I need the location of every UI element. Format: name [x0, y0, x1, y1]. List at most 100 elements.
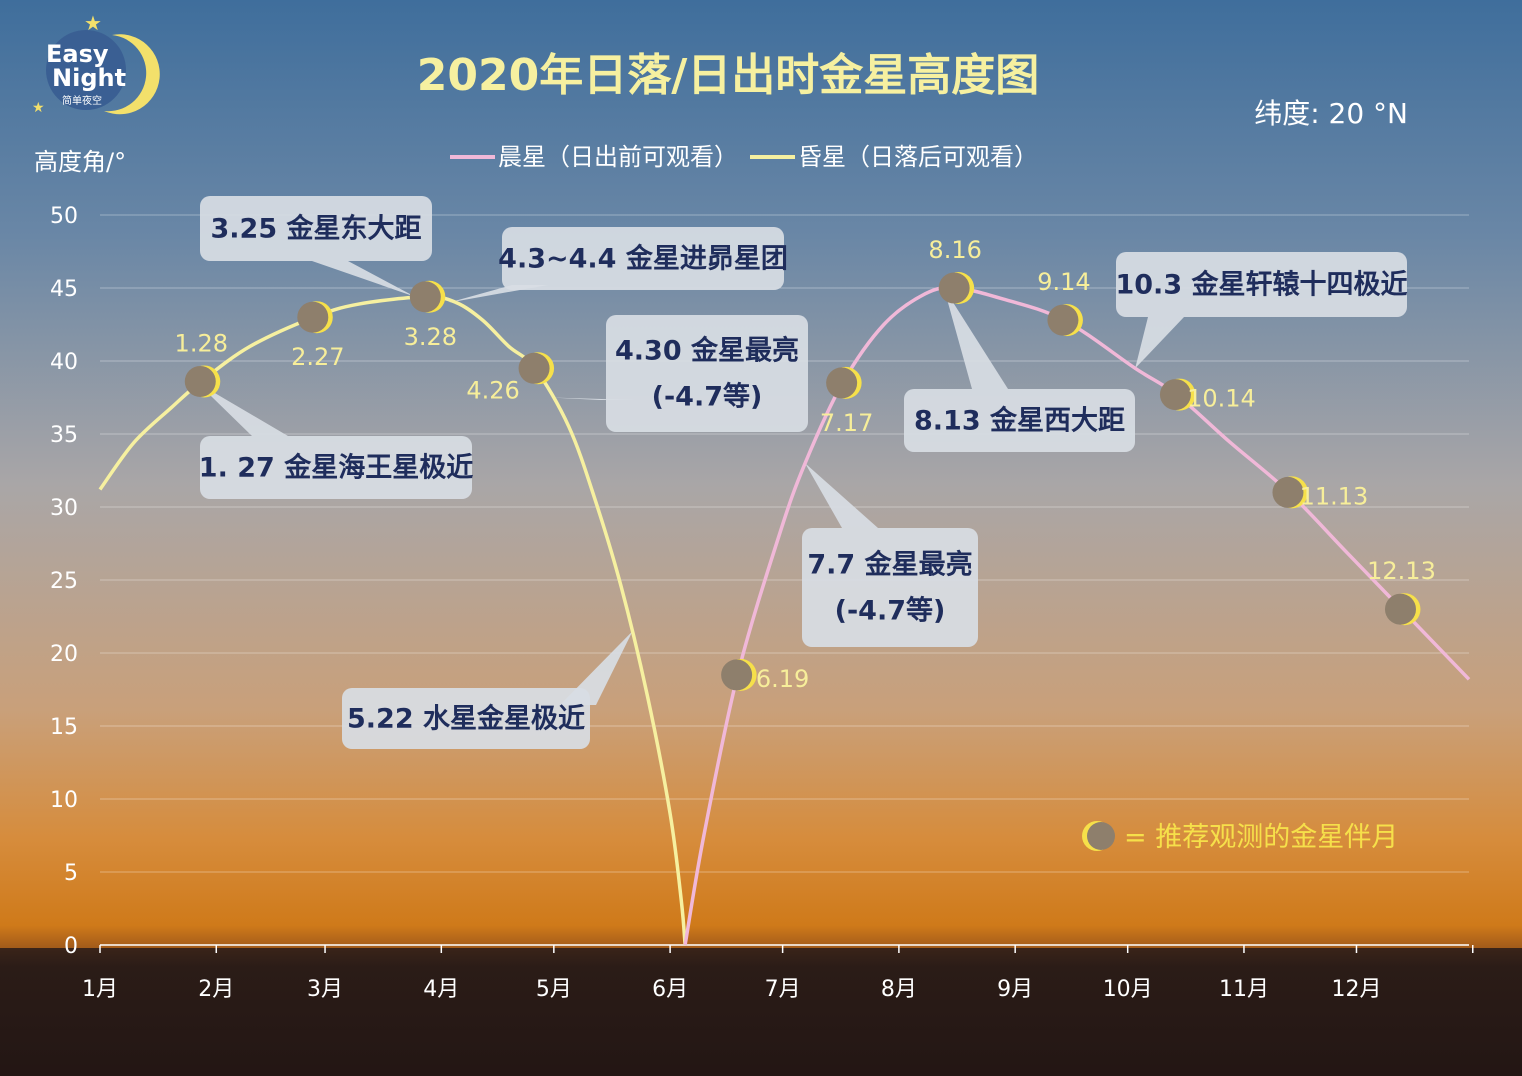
- x-tick-label: 4月: [423, 977, 459, 1002]
- moon-disk-icon: [1047, 304, 1079, 336]
- moon-date-label: 12.13: [1367, 557, 1436, 585]
- moon-marker: 6.19: [721, 658, 809, 693]
- moon-marker: 3.28: [404, 280, 457, 351]
- moon-legend-text: = 推荐观测的金星伴月: [1124, 822, 1398, 853]
- annotation-box: [342, 688, 590, 749]
- x-tick-label: 6月: [652, 977, 688, 1002]
- legend-morning-label: 晨星（日出前可观看）: [498, 143, 738, 171]
- moon-legend-note: = 推荐观测的金星伴月: [1082, 821, 1398, 853]
- x-tick-label: 7月: [765, 977, 801, 1002]
- star-icon: ★: [84, 11, 102, 35]
- x-tick-label: 5月: [536, 977, 572, 1002]
- moon-marker: 4.26: [466, 352, 555, 404]
- y-axis-label: 高度角/°: [34, 148, 126, 176]
- moon-date-label: 3.28: [404, 323, 457, 351]
- moon-disk-icon: [938, 272, 970, 304]
- moon-disk-icon: [1272, 476, 1304, 508]
- annotation-pointer: [943, 288, 1008, 389]
- moon-date-label: 2.27: [291, 343, 344, 371]
- easy-night-logo: Easy Night 简单夜空 ★ ★: [32, 11, 160, 116]
- x-axis: 1月 2月 3月 4月 5月 6月 7月 8月 9月 10月 11月 12月: [82, 944, 1474, 1002]
- moon-disk-icon: [1087, 822, 1115, 850]
- annotation-text: 8.13 金星西大距: [914, 405, 1125, 437]
- y-tick-label: 50: [50, 204, 78, 229]
- moon-marker: 11.13: [1272, 476, 1368, 510]
- moon-date-label: 11.13: [1300, 482, 1369, 510]
- moon-disk-icon: [184, 365, 216, 397]
- annotation-text: 3.25 金星东大距: [210, 213, 421, 245]
- annotation-box: [502, 227, 784, 290]
- annotation-box: [606, 315, 808, 432]
- annotation-callout: 4.30 金星最亮 (-4.7等): [606, 315, 808, 432]
- moon-marker: 9.14: [1037, 268, 1091, 337]
- moon-disk-icon: [721, 659, 753, 691]
- annotation-pointer: [1135, 317, 1184, 369]
- annotation-text: 4.30 金星最亮: [615, 335, 799, 367]
- logo-sub: 简单夜空: [62, 94, 102, 107]
- moon-marker: 10.14: [1159, 378, 1256, 413]
- annotation-box: [200, 196, 432, 261]
- annotation-box: [904, 389, 1135, 452]
- moon-date-label: 8.16: [928, 236, 981, 264]
- logo-line2: Night: [52, 64, 126, 92]
- moon-marker: 1.28: [175, 329, 228, 398]
- annotation-callout: 3.25 金星东大距: [200, 196, 432, 261]
- annotation-text: 1. 27 金星海王星极近: [199, 452, 473, 484]
- latitude-label: 纬度: 20 °N: [1254, 97, 1408, 130]
- moon-marker: 7.17: [820, 366, 873, 437]
- y-tick-label: 35: [50, 423, 78, 448]
- annotation-text: 4.3~4.4 金星进昴星团: [498, 243, 788, 275]
- annotation-box: [200, 436, 472, 499]
- y-axis: 0 5 10 15 20 25 30 35 40 45 50: [50, 204, 78, 959]
- annotation-callout: 8.13 金星西大距: [904, 389, 1135, 452]
- annotation-box: [1116, 252, 1407, 317]
- annotation-pointer: [312, 261, 416, 297]
- x-tick-label: 2月: [198, 977, 234, 1002]
- moon-disk-icon: [1384, 593, 1416, 625]
- ground-band: [0, 948, 1522, 1076]
- annotation-pointer: [550, 397, 636, 400]
- chart-title: 2020年日落/日出时金星高度图: [417, 50, 1040, 101]
- moon-disk-icon: [518, 352, 550, 384]
- y-tick-label: 10: [50, 788, 78, 813]
- annotation-text: 7.7 金星最亮: [807, 549, 972, 581]
- moon-disk-icon: [297, 301, 329, 333]
- moon-date-label: 4.26: [466, 376, 519, 404]
- x-tick-label: 9月: [997, 977, 1033, 1002]
- legend: 晨星（日出前可观看） 昏星（日落后可观看）: [450, 143, 1038, 171]
- x-tick-label: 12月: [1331, 977, 1381, 1002]
- moon-marker: 12.13: [1367, 557, 1436, 626]
- moon-disk-icon: [826, 367, 858, 399]
- moon-date-label: 7.17: [820, 409, 873, 437]
- moon-marker: 8.16: [928, 236, 982, 304]
- moon-date-label: 1.28: [175, 329, 228, 357]
- annotation-pointer: [805, 463, 878, 528]
- annotation-callout: 5.22 水星金星极近: [342, 688, 590, 749]
- annotation-callout: 4.3~4.4 金星进昴星团: [498, 227, 788, 290]
- x-tick-label: 1月: [82, 977, 118, 1002]
- star-icon: ★: [32, 100, 45, 116]
- moon-markers: 1.28 2.27 3.28 4.26 6.19 7.17 8.16 9.14 10.14 11.…: [175, 236, 1436, 693]
- y-tick-label: 40: [50, 350, 78, 375]
- moon-disk-icon: [1159, 379, 1191, 411]
- moon-date-label: 6.19: [756, 665, 809, 693]
- annotation-text: (-4.7等): [652, 381, 763, 413]
- annotation-callout: 10.3 金星轩辕十四极近: [1115, 252, 1408, 317]
- x-tick-label: 10月: [1103, 977, 1153, 1002]
- annotation-callout: 7.7 金星最亮 (-4.7等): [802, 528, 978, 647]
- annotation-text: (-4.7等): [835, 595, 946, 627]
- y-tick-label: 25: [50, 569, 78, 594]
- y-tick-label: 0: [64, 934, 78, 959]
- logo-line1: Easy: [46, 40, 109, 68]
- y-tick-label: 15: [50, 715, 78, 740]
- annotation-pointer: [197, 382, 288, 436]
- y-tick-label: 30: [50, 496, 78, 521]
- moon-marker: 2.27: [291, 301, 345, 371]
- annotation-callout: 1. 27 金星海王星极近: [199, 436, 473, 499]
- y-tick-label: 5: [64, 861, 78, 886]
- x-tick-label: 3月: [307, 977, 343, 1002]
- y-tick-label: 45: [50, 277, 78, 302]
- y-tick-label: 20: [50, 642, 78, 667]
